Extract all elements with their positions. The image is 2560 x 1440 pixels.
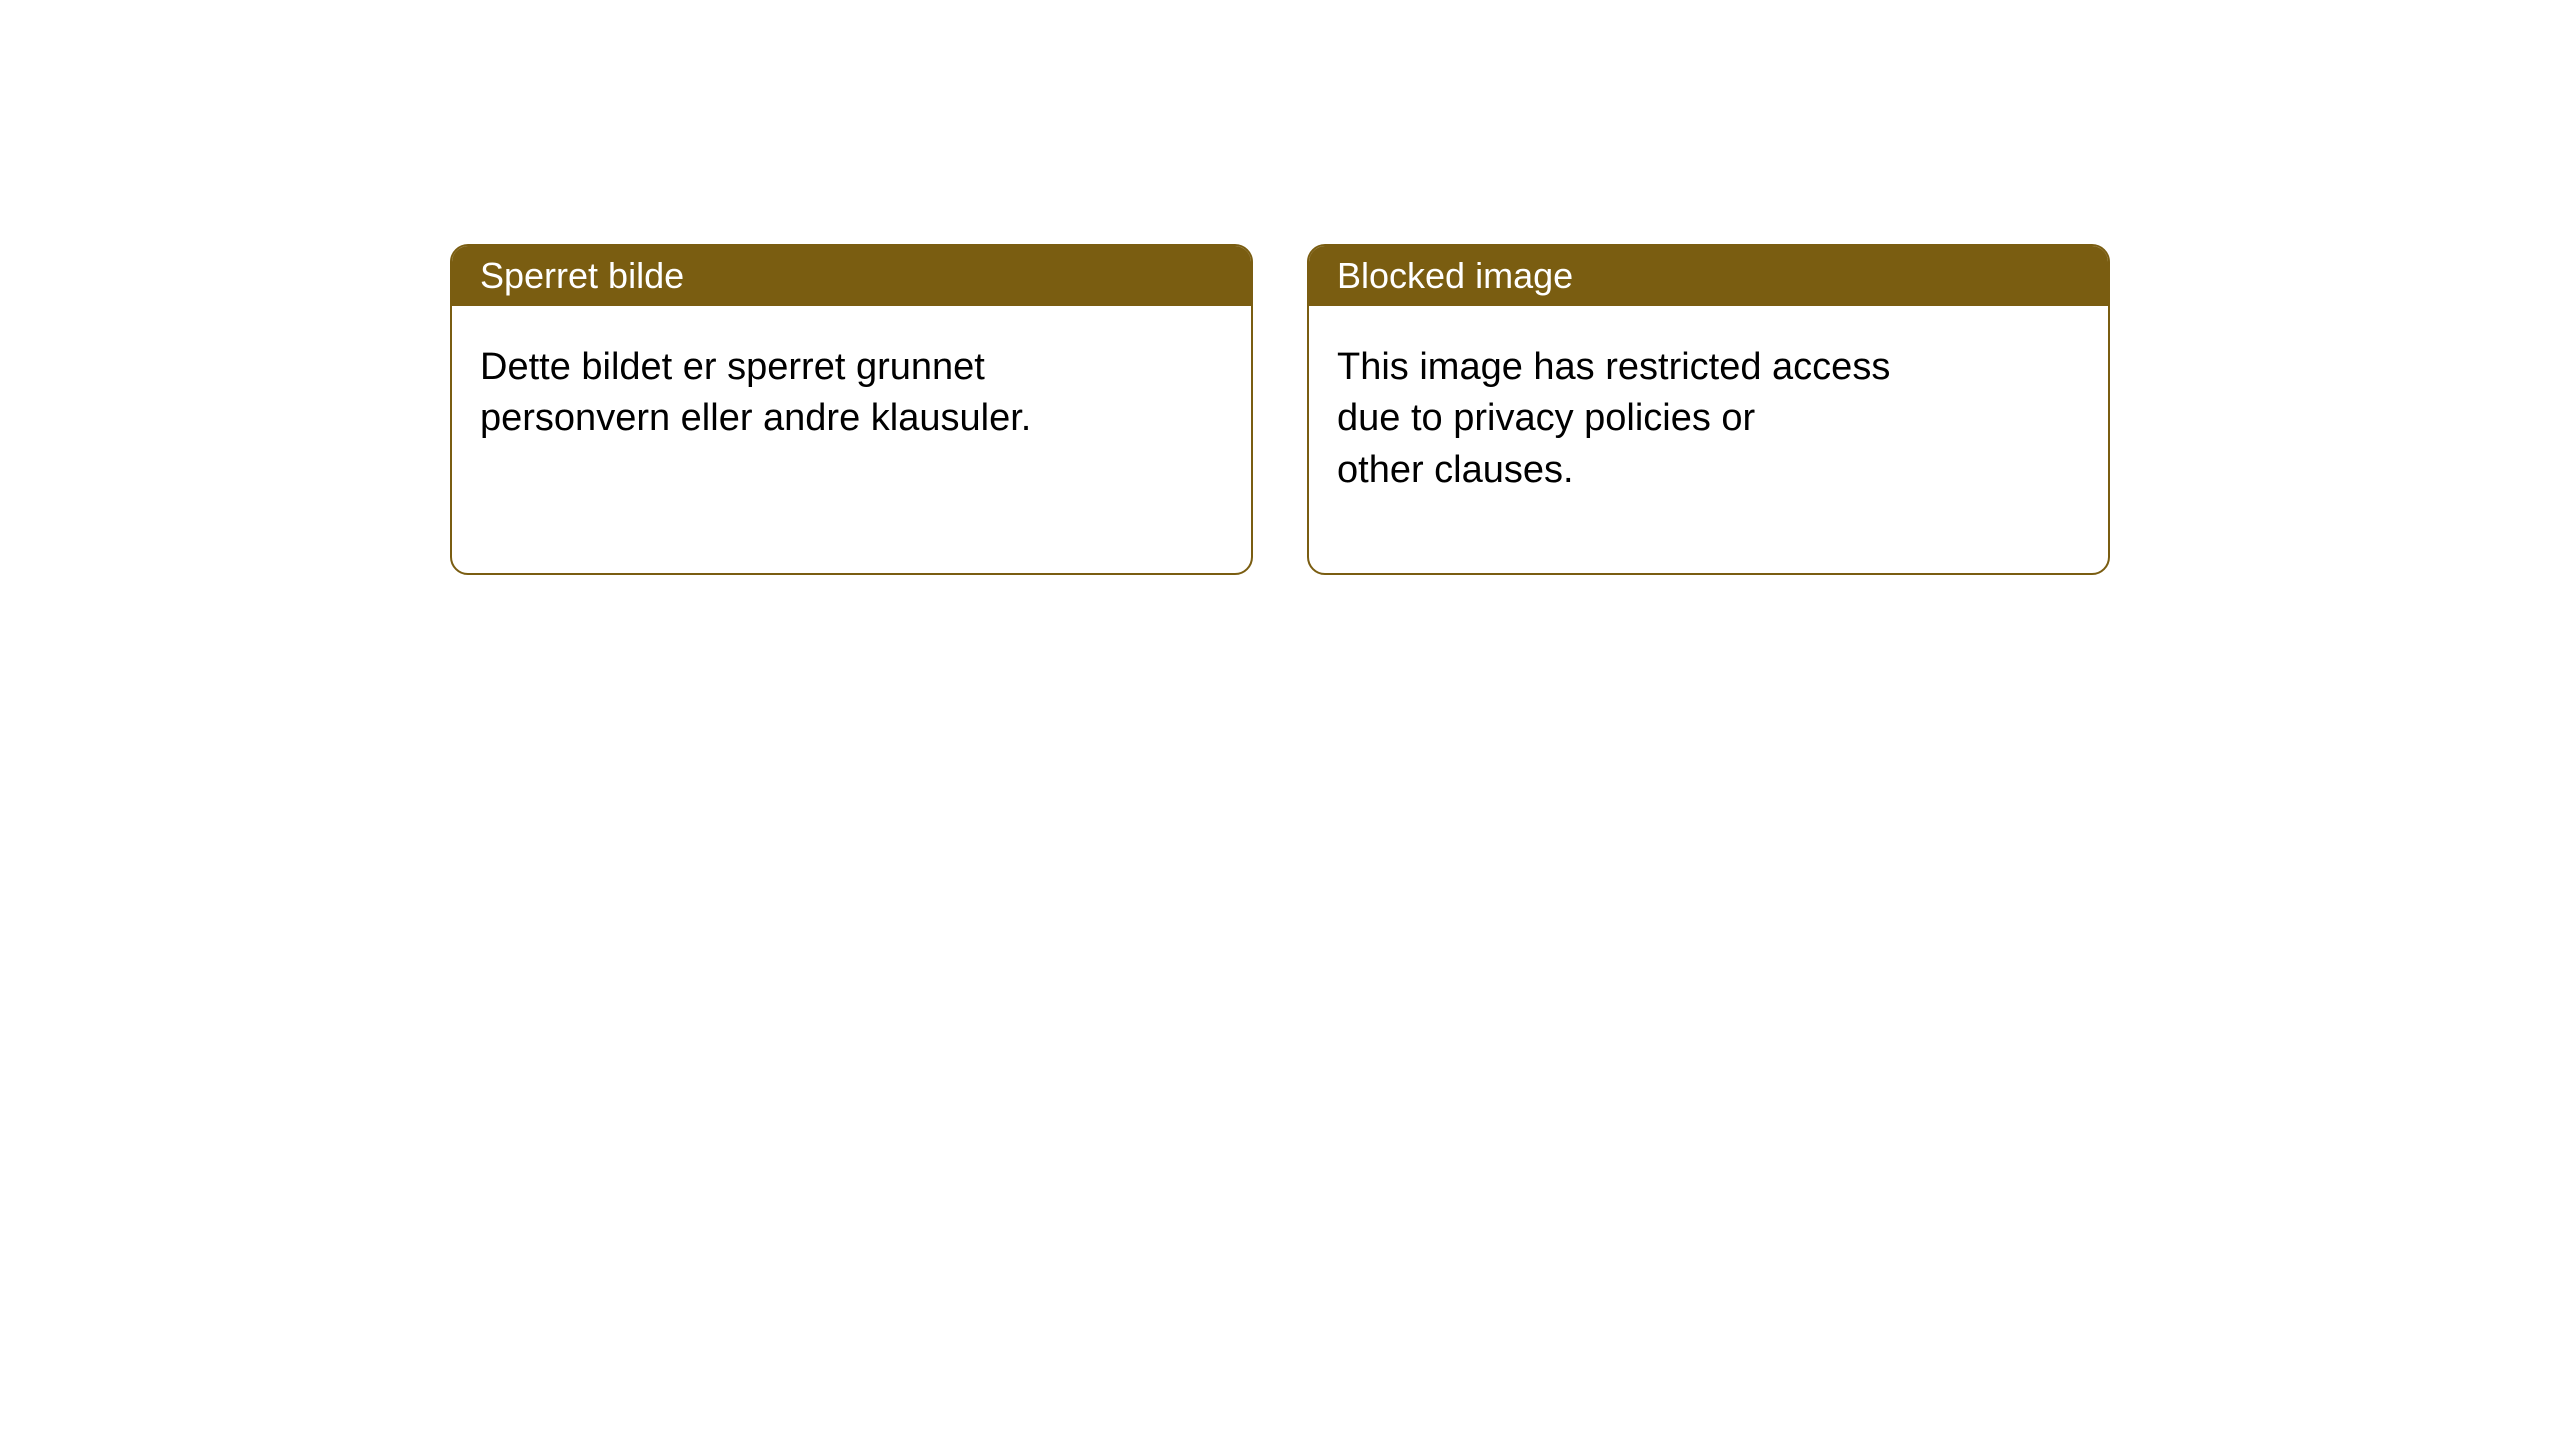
blocked-image-notice-en: Blocked image This image has restricted … [1307,244,2110,575]
notice-body-text: Dette bildet er sperret grunnet personve… [480,346,1031,439]
notice-header: Sperret bilde [452,246,1251,306]
notice-title: Blocked image [1337,255,1573,297]
notice-header: Blocked image [1309,246,2108,306]
notice-body: Dette bildet er sperret grunnet personve… [452,306,1251,573]
notice-title: Sperret bilde [480,255,684,297]
notice-body-text: This image has restricted access due to … [1337,346,1890,491]
notice-container: Sperret bilde Dette bildet er sperret gr… [450,244,2110,575]
notice-body: This image has restricted access due to … [1309,306,2108,573]
blocked-image-notice-no: Sperret bilde Dette bildet er sperret gr… [450,244,1253,575]
